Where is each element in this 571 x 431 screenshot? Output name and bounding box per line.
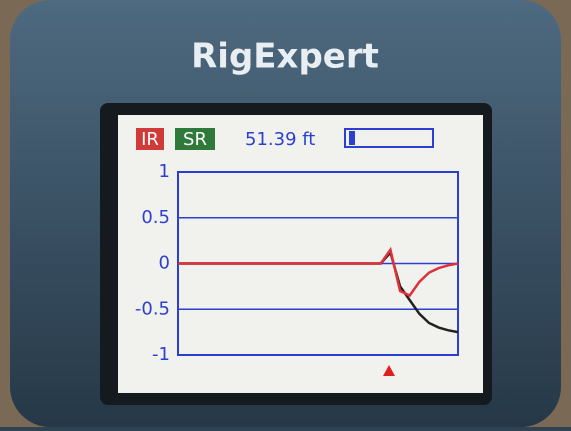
brand: RigExpert [191,37,379,77]
legend-label: IR [141,129,159,150]
screen [118,115,483,393]
scroll-thumb [349,131,355,145]
photo: RigExpert IR SR 51.39 ft 1 0.5 0 -0.5 -1 [0,0,571,427]
y-tick-label: 0.5 [141,207,170,228]
y-tick-label: 1 [159,161,170,182]
reading: 51.39 ft [245,129,315,150]
y-tick-label: -0.5 [135,298,170,319]
page: RigExpert IR SR 51.39 ft 10.50-0.5-1 (()… [0,0,571,427]
y-tick-label: 0 [159,253,170,274]
legend-label: SR [183,129,207,150]
y-tick-label: -1 [152,344,170,365]
